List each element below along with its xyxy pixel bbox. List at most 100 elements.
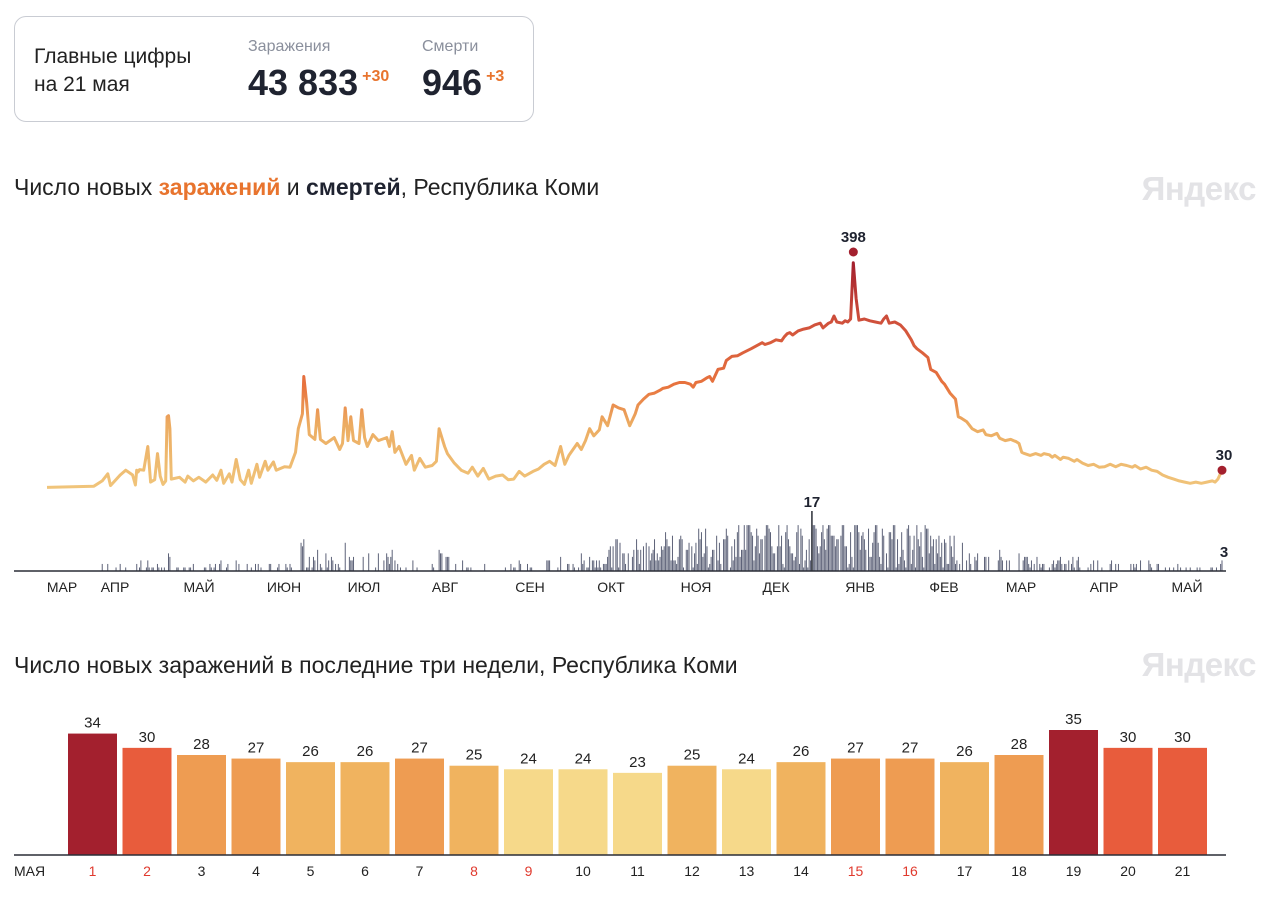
infections-label: Заражения — [248, 38, 331, 55]
bar-value-label: 34 — [84, 715, 101, 732]
deaths-increment: +3 — [486, 68, 505, 85]
month-label: ОКТ — [597, 579, 625, 595]
day-label: 19 — [1066, 863, 1082, 879]
day-label: 15 — [848, 863, 864, 879]
deaths-stat: Смерти 946 +3 — [422, 37, 504, 103]
bar-value-label: 26 — [357, 743, 374, 760]
chart1-title-suffix: , Республика Коми — [400, 174, 600, 200]
bar — [340, 762, 390, 855]
month-label: МАЙ — [183, 578, 214, 595]
month-label: ИЮН — [267, 579, 301, 595]
bar-value-label: 27 — [847, 740, 864, 757]
month-label: МАЙ — [1171, 578, 1202, 595]
peak-label: 398 — [841, 229, 866, 246]
bar — [504, 769, 553, 855]
infections-line — [46, 261, 1224, 489]
summary-title-line1: Главные цифры — [34, 45, 192, 68]
bar-value-label: 30 — [1174, 729, 1191, 746]
month-label: ДЕК — [763, 579, 791, 595]
day-label: 17 — [957, 863, 973, 879]
day-label: 20 — [1120, 863, 1136, 879]
bar-value-label: 35 — [1065, 711, 1082, 728]
day-label: 7 — [416, 863, 424, 879]
month-label: ИЮЛ — [348, 579, 381, 595]
summary-title-line2: на 21 мая — [34, 73, 130, 96]
day-label: 14 — [793, 863, 809, 879]
chart1-title-mid: и — [280, 174, 307, 200]
bar — [558, 769, 608, 855]
bar-value-label: 25 — [466, 747, 483, 764]
yandex-logo-2: Яндекс — [1141, 646, 1257, 683]
bar — [885, 758, 935, 855]
day-label: 10 — [575, 863, 591, 879]
peak-dot — [848, 247, 858, 257]
bar-value-label: 27 — [411, 740, 428, 757]
month-label: МАР — [47, 579, 77, 595]
bar — [667, 765, 717, 855]
bar-value-label: 24 — [575, 750, 592, 767]
day-label: 4 — [252, 863, 260, 879]
month-label: ЯНВ — [845, 579, 875, 595]
last-label: 30 — [1216, 447, 1233, 464]
bar-value-label: 25 — [684, 747, 701, 764]
bar-value-label: 26 — [302, 743, 319, 760]
bar — [831, 758, 880, 855]
day-label: 11 — [630, 863, 645, 879]
bar-value-label: 30 — [139, 729, 156, 746]
bar — [1103, 747, 1153, 855]
deaths-last-label: 3 — [1220, 544, 1228, 561]
bar-value-label: 27 — [902, 740, 919, 757]
day-label: 13 — [739, 863, 755, 879]
deaths-value-row: 946 +3 — [422, 63, 504, 103]
bar-value-label: 30 — [1120, 729, 1137, 746]
chart2-title: Число новых заражений в последние три не… — [14, 652, 738, 678]
bar — [776, 762, 826, 855]
month-label: НОЯ — [681, 579, 712, 595]
month-label: СЕН — [515, 579, 545, 595]
bar-value-label: 27 — [248, 740, 265, 757]
bar — [722, 769, 771, 855]
day-label: 16 — [902, 863, 918, 879]
bar — [1158, 747, 1207, 855]
day-label: 18 — [1011, 863, 1027, 879]
infections-stat: Заражения 43 833 +30 — [248, 37, 389, 103]
yandex-logo: Яндекс — [1141, 170, 1257, 207]
day-label: 8 — [470, 863, 478, 879]
chart1-title: Число новых заражений и смертей, Республ… — [14, 174, 599, 201]
last-dot — [1217, 465, 1227, 475]
chart1-title-infections: заражений — [158, 174, 281, 200]
bar-value-label: 28 — [1011, 736, 1028, 753]
bar-value-label: 26 — [793, 743, 810, 760]
month-label: АПР — [101, 579, 130, 595]
chart1-title-deaths: смертей — [306, 174, 401, 200]
bar — [940, 762, 989, 855]
bar-value-label: 28 — [193, 736, 210, 753]
day-label: 2 — [143, 863, 151, 879]
bar-value-label: 24 — [738, 750, 755, 767]
infections-value-row: 43 833 +30 — [248, 63, 389, 103]
month-label: МАР — [1006, 579, 1036, 595]
chart2-month-label: МАЯ — [14, 863, 45, 879]
bar-value-label: 26 — [956, 743, 973, 760]
bar-value-label: 23 — [629, 754, 646, 771]
bar — [68, 733, 117, 855]
month-label: АВГ — [432, 579, 459, 595]
day-label: 21 — [1175, 863, 1191, 879]
deaths-label: Смерти — [422, 38, 479, 55]
bar — [613, 772, 662, 855]
bar — [177, 755, 226, 855]
day-label: 6 — [361, 863, 369, 879]
bar — [122, 747, 172, 855]
bar — [231, 758, 281, 855]
bar — [1049, 730, 1098, 855]
day-label: 12 — [684, 863, 700, 879]
bar-value-label: 24 — [520, 750, 537, 767]
month-label: АПР — [1090, 579, 1119, 595]
bar — [994, 755, 1044, 855]
deaths-peak-label: 17 — [804, 494, 821, 511]
summary-title: Главные цифры на 21 мая — [34, 43, 191, 99]
infections-increment: +30 — [362, 68, 390, 85]
bar — [449, 765, 499, 855]
day-label: 3 — [198, 863, 206, 879]
chart1-svg: МАР АПР МАЙ ИЮН ИЮЛ АВГ СЕН ОКТ НОЯ ДЕК ЯНВ ФЕВ МАР А… — [14, 229, 1233, 595]
